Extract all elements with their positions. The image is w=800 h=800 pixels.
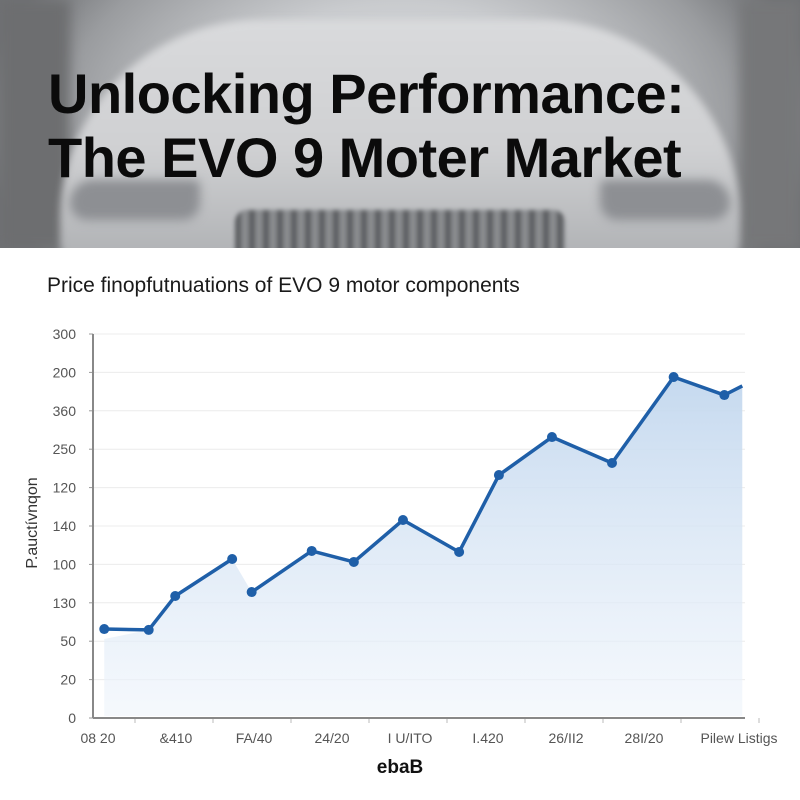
x-tick-label: &410 (160, 730, 193, 746)
data-point (143, 624, 154, 635)
y-tick-label: 120 (53, 480, 77, 496)
y-tick-label: 250 (53, 441, 77, 457)
title-line-2: The EVO 9 Moter Market (48, 126, 682, 189)
y-tick-label: 50 (60, 633, 76, 649)
x-tick-label: 08 20 (80, 730, 115, 746)
series-line (104, 557, 234, 632)
data-point (246, 587, 257, 598)
data-point (546, 432, 557, 443)
x-axis-label: ebaB (377, 757, 423, 778)
chart-title: Price finopfutnuations of EVO 9 motor co… (47, 274, 520, 297)
car-headlight-left (70, 180, 200, 220)
y-tick-label: 140 (53, 518, 77, 534)
data-point (397, 514, 408, 525)
y-tick-label: 300 (53, 326, 77, 342)
y-tick-label: 20 (60, 672, 76, 688)
data-point (348, 556, 359, 567)
x-tick-label: FA/40 (236, 730, 273, 746)
x-tick-label: 26/II2 (548, 730, 583, 746)
data-point (668, 372, 679, 383)
y-tick-label: 0 (68, 710, 76, 726)
hero-background (740, 0, 800, 248)
y-tick-label: 130 (53, 595, 77, 611)
data-point (719, 390, 730, 401)
data-point (170, 591, 181, 602)
page-title: Unlocking Performance: The EVO 9 Moter M… (48, 62, 685, 190)
car-headlight-right (600, 180, 730, 220)
x-tick-label: Pilew Listigs (700, 730, 777, 746)
y-axis-label: P.auctívnqon (24, 477, 41, 568)
y-tick-label: 200 (53, 364, 77, 380)
hero-background (0, 0, 70, 248)
x-tick-label: I.420 (472, 730, 503, 746)
title-line-1: Unlocking Performance: (48, 62, 685, 125)
area-fill (104, 377, 743, 716)
data-point (306, 545, 317, 556)
data-point (99, 624, 110, 635)
hero-banner: Unlocking Performance: The EVO 9 Moter M… (0, 0, 800, 248)
x-tick-label: 28I/20 (625, 730, 664, 746)
car-grille (235, 210, 565, 248)
data-point (227, 554, 238, 565)
y-tick-label: 100 (53, 556, 77, 572)
data-point (454, 546, 465, 557)
y-tick-label: 360 (53, 403, 77, 419)
x-tick-label: I U/ITO (388, 730, 433, 746)
data-point (493, 470, 504, 481)
x-tick-label: 24/20 (314, 730, 349, 746)
data-point (607, 458, 618, 469)
